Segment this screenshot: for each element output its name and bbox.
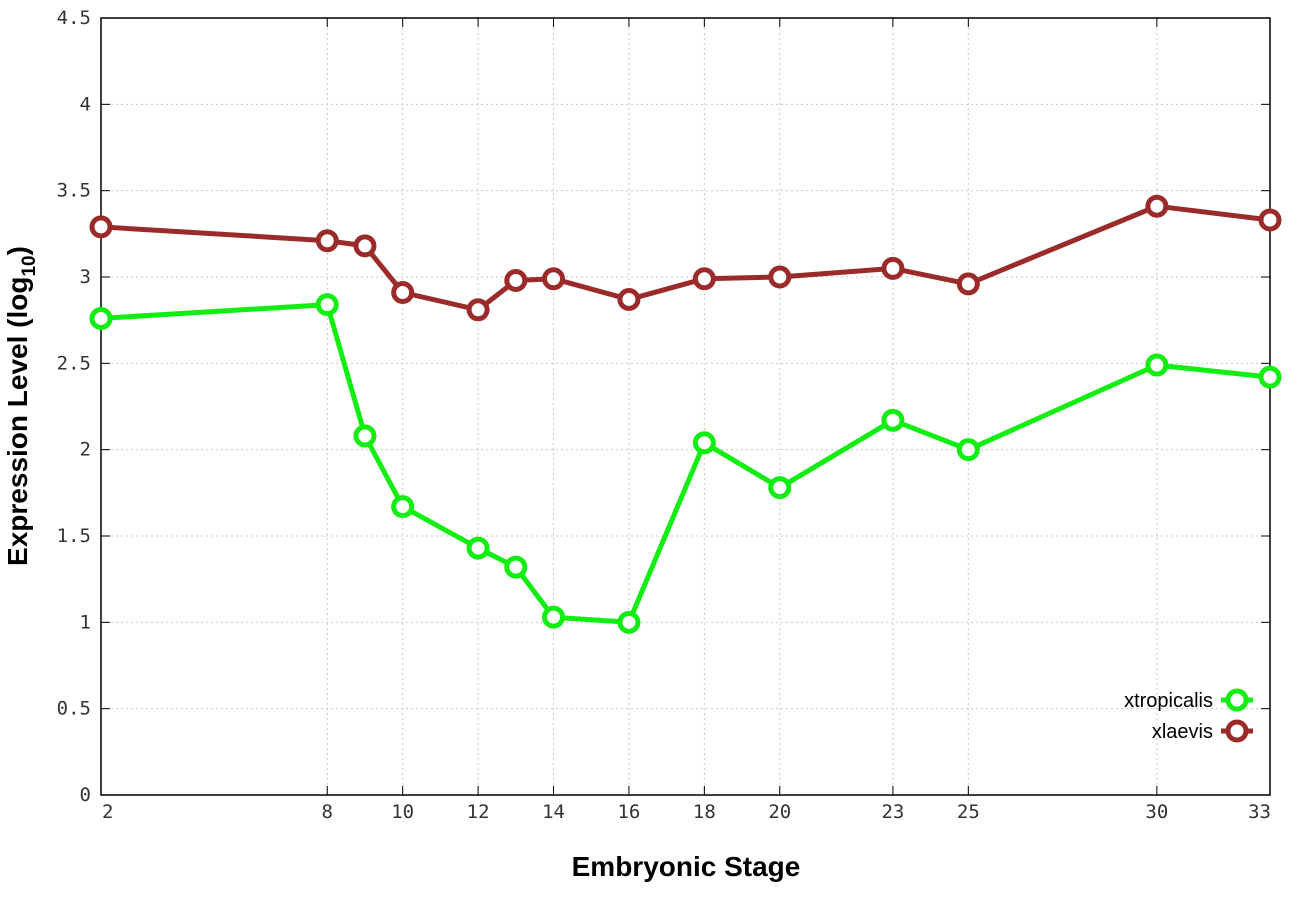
y-axis-title-main: Expression Level (log — [2, 277, 33, 566]
y-tick-label: 0.5 — [57, 698, 91, 720]
y-tick-label: 4.5 — [57, 7, 91, 29]
legend-item-xtropicalis: xtropicalis — [1124, 688, 1253, 712]
data-point-xtropicalis — [881, 408, 905, 432]
data-point-xtropicalis — [1145, 353, 1169, 377]
series-xtropicalis — [89, 293, 1282, 634]
plot-frame — [100, 17, 1271, 796]
x-tick-label: 14 — [542, 801, 565, 823]
legend-swatch-marker — [1225, 719, 1249, 743]
data-point-xtropicalis — [315, 293, 339, 317]
data-point-xtropicalis — [391, 495, 415, 519]
series-xlaevis — [89, 194, 1282, 322]
y-axis-title: Expression Level (log10) — [2, 246, 40, 566]
grid — [101, 18, 1270, 795]
data-point-xtropicalis — [504, 555, 528, 579]
y-tick-label: 2 — [80, 439, 91, 461]
legend-label: xtropicalis — [1124, 690, 1213, 712]
series-line-xtropicalis — [100, 302, 1271, 625]
data-point-xlaevis — [768, 265, 792, 289]
y-tick-label: 4 — [80, 93, 91, 115]
legend: xtropicalis xlaevis — [1124, 688, 1253, 743]
data-point-xtropicalis — [89, 306, 113, 330]
x-tick-label: 33 — [1248, 801, 1271, 823]
data-point-xlaevis — [692, 267, 716, 291]
y-tick-label: 1.5 — [57, 525, 91, 547]
x-axis-title: Embryonic Stage — [572, 851, 801, 882]
data-point-xtropicalis — [956, 438, 980, 462]
y-tick-label: 3.5 — [57, 180, 91, 202]
legend-label: xlaevis — [1152, 721, 1213, 743]
legend-swatch-marker — [1225, 688, 1249, 712]
x-tick-label: 12 — [467, 801, 490, 823]
data-point-xlaevis — [1258, 208, 1282, 232]
series-line-xlaevis — [100, 203, 1271, 313]
data-point-xlaevis — [89, 215, 113, 239]
x-tick-label: 20 — [768, 801, 791, 823]
x-tick-label: 23 — [881, 801, 904, 823]
y-tick-label: 2.5 — [57, 352, 91, 374]
data-point-xtropicalis — [353, 424, 377, 448]
data-point-xlaevis — [353, 234, 377, 258]
data-point-xlaevis — [391, 281, 415, 305]
data-point-xlaevis — [315, 229, 339, 253]
data-point-xtropicalis — [617, 610, 641, 634]
legend-item-xlaevis: xlaevis — [1152, 719, 1253, 743]
x-tick-label: 30 — [1145, 801, 1168, 823]
x-tick-label: 25 — [957, 801, 980, 823]
x-tick-label: 2 — [102, 801, 113, 823]
data-point-xtropicalis — [1258, 365, 1282, 389]
data-point-xlaevis — [1145, 194, 1169, 218]
y-axis-title-subscript: 10 — [19, 255, 40, 276]
y-tick-label: 0 — [80, 784, 91, 806]
x-tick-label: 10 — [391, 801, 414, 823]
x-tick-label: 18 — [693, 801, 716, 823]
x-tick-label: 8 — [322, 801, 333, 823]
axis-ticks: 0 0.5 1 1.5 2 2.5 3 3.5 4 4.5 2 8 10 12 14 16 18 20 23 25 30… — [57, 7, 1271, 823]
data-point-xtropicalis — [542, 605, 566, 629]
x-tick-label: 16 — [617, 801, 640, 823]
data-point-xlaevis — [881, 256, 905, 280]
data-point-xlaevis — [956, 272, 980, 296]
data-point-xlaevis — [504, 268, 528, 292]
data-point-xlaevis — [617, 287, 641, 311]
y-tick-label: 3 — [80, 266, 91, 288]
data-point-xtropicalis — [692, 431, 716, 455]
data-point-xtropicalis — [768, 476, 792, 500]
data-point-xlaevis — [542, 267, 566, 291]
y-tick-label: 1 — [80, 611, 91, 633]
y-axis-title-close: ) — [2, 246, 33, 255]
data-point-xtropicalis — [466, 536, 490, 560]
series-layer — [89, 194, 1282, 634]
data-point-xlaevis — [466, 298, 490, 322]
